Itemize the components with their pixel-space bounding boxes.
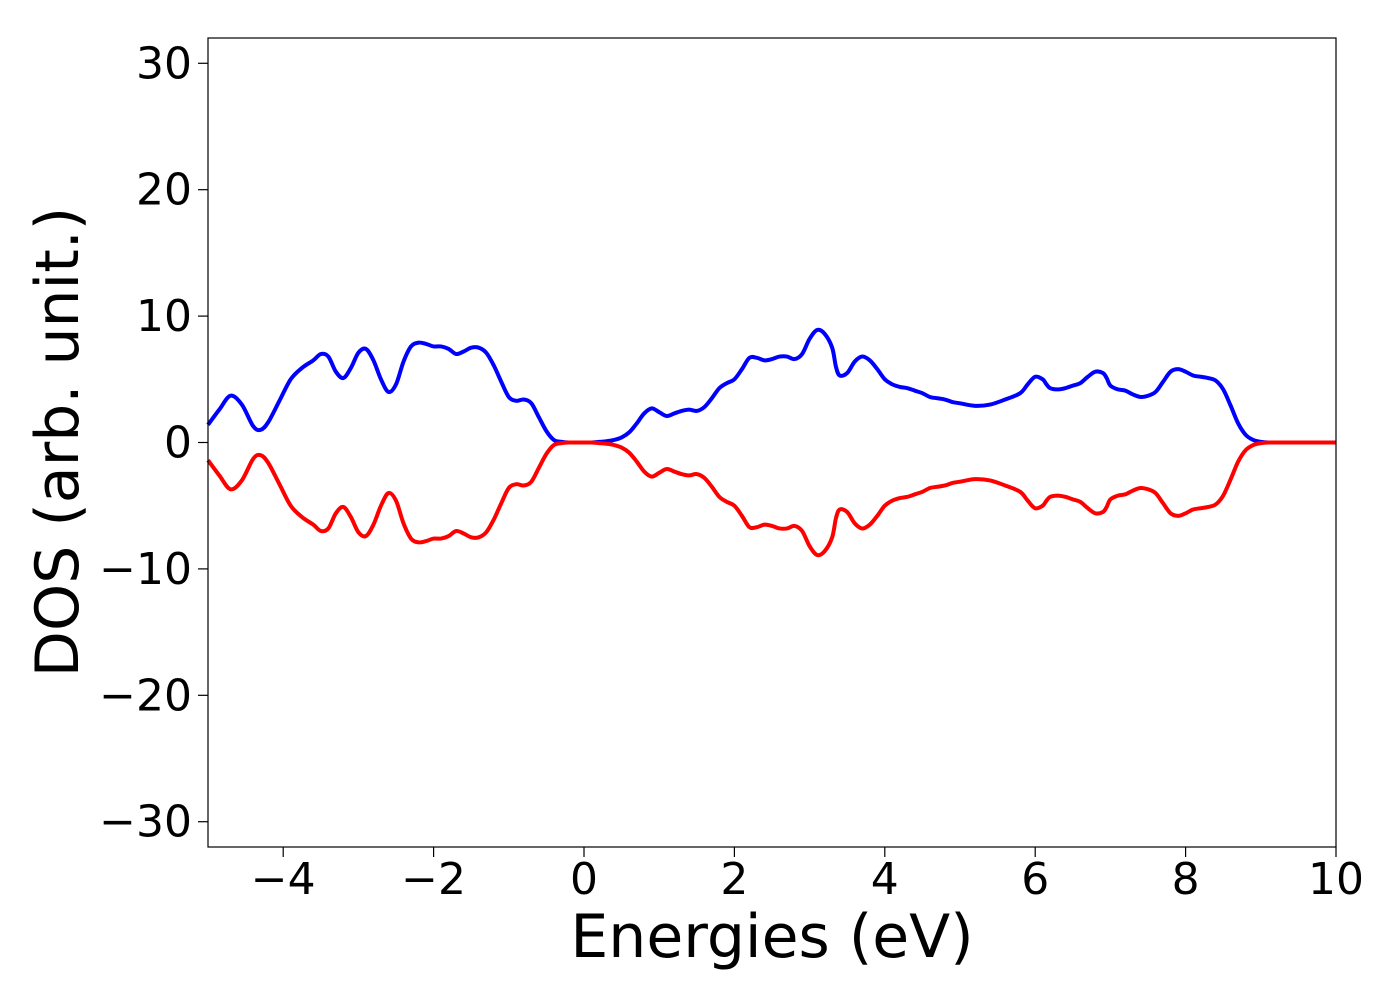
series-layer <box>206 327 1336 558</box>
y-tick-label: 0 <box>164 418 192 469</box>
x-axis-label: Energies (eV) <box>570 902 973 972</box>
dos-spin-down-line <box>206 440 1336 558</box>
x-tick-label: −4 <box>251 854 316 905</box>
x-axis-ticks: −4 −2 0 2 4 6 8 10 <box>251 847 1364 905</box>
x-tick-label: 4 <box>871 854 899 905</box>
y-tick-label: 20 <box>136 165 192 216</box>
x-tick-label: 0 <box>570 854 598 905</box>
plot-frame <box>207 37 1337 848</box>
x-tick-label: −2 <box>401 854 466 905</box>
y-axis-label: DOS (arb. unit.) <box>23 207 93 677</box>
y-tick-label: −20 <box>99 670 192 721</box>
x-tick-label: 8 <box>1172 854 1200 905</box>
y-axis-ticks: 30 20 10 0 −10 −20 −30 <box>99 38 208 848</box>
y-tick-label: −10 <box>99 544 192 595</box>
dos-spin-up-line <box>206 327 1336 445</box>
y-tick-label: 30 <box>136 38 192 89</box>
x-tick-label: 6 <box>1021 854 1049 905</box>
y-tick-label: −30 <box>99 797 192 848</box>
x-tick-label: 10 <box>1308 854 1364 905</box>
x-tick-label: 2 <box>720 854 748 905</box>
y-tick-label: 10 <box>136 291 192 342</box>
